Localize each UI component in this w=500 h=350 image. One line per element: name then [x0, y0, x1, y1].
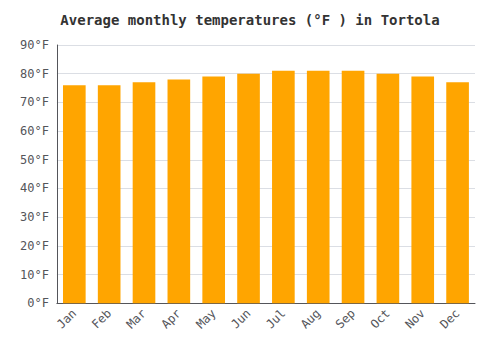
svg-text:Apr: Apr: [159, 306, 184, 331]
svg-text:Average monthly temperatures (: Average monthly temperatures (°F ) in To…: [60, 12, 439, 28]
svg-text:Aug: Aug: [298, 306, 323, 331]
svg-text:Jan: Jan: [54, 306, 79, 331]
svg-text:Jun: Jun: [228, 306, 253, 331]
svg-text:Nov: Nov: [402, 306, 427, 331]
svg-text:40°F: 40°F: [20, 181, 49, 195]
svg-text:May: May: [193, 306, 218, 331]
svg-text:90°F: 90°F: [20, 38, 49, 52]
svg-text:Jul: Jul: [263, 306, 288, 331]
svg-text:50°F: 50°F: [20, 153, 49, 167]
svg-text:0°F: 0°F: [27, 296, 49, 310]
svg-text:30°F: 30°F: [20, 210, 49, 224]
svg-text:Oct: Oct: [368, 306, 393, 331]
svg-text:20°F: 20°F: [20, 239, 49, 253]
svg-text:70°F: 70°F: [20, 95, 49, 109]
svg-text:Mar: Mar: [124, 306, 149, 331]
svg-text:Dec: Dec: [437, 306, 462, 331]
svg-text:Sep: Sep: [333, 306, 358, 331]
svg-text:60°F: 60°F: [20, 124, 49, 138]
svg-text:80°F: 80°F: [20, 67, 49, 81]
svg-text:Feb: Feb: [89, 306, 114, 331]
svg-text:10°F: 10°F: [20, 268, 49, 282]
